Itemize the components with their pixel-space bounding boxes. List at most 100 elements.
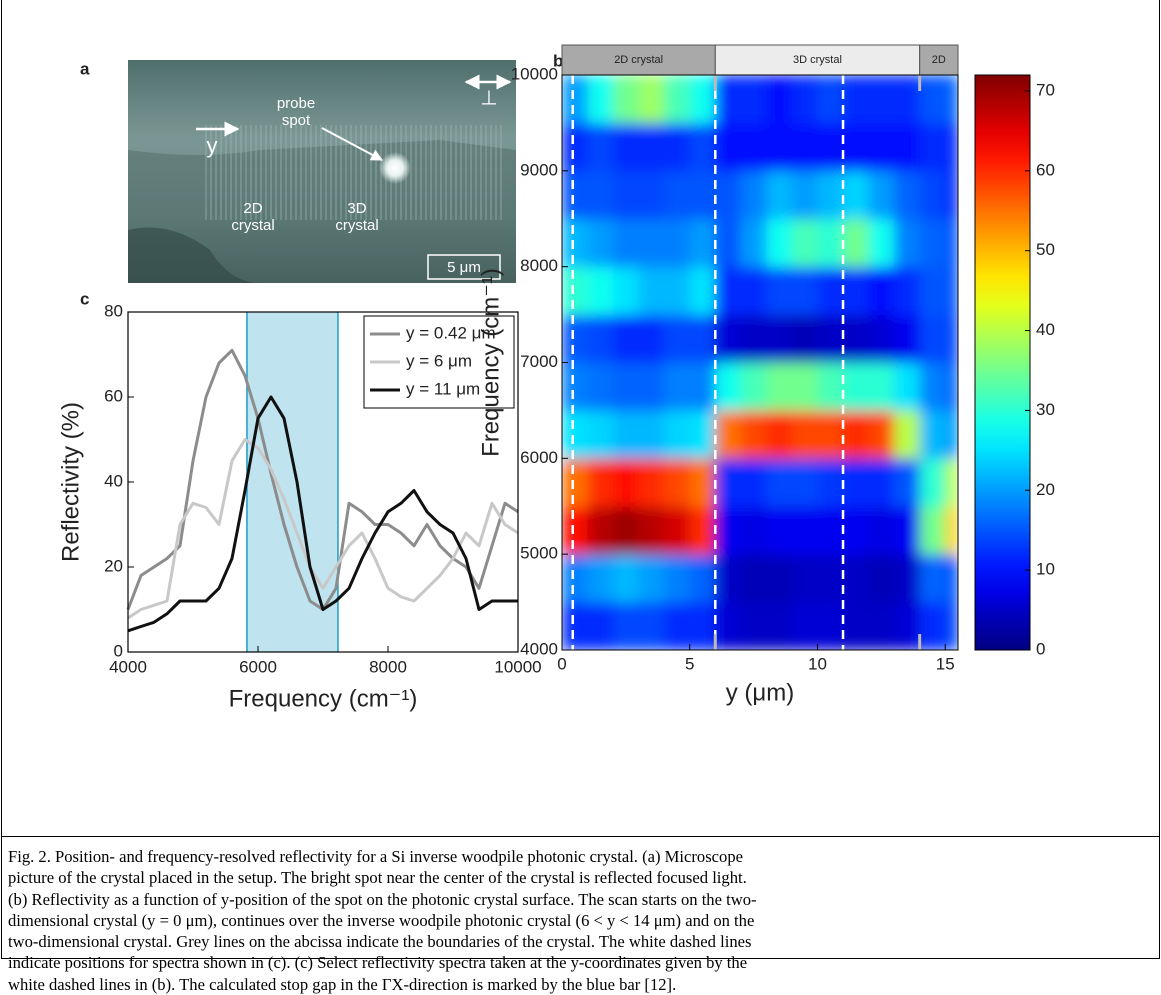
heatmap-cell [562,506,589,555]
heatmap-cell [843,314,870,363]
heatmap-cell [868,602,895,651]
heatmap-cell [638,218,665,268]
heatmap-cell [613,314,640,363]
heatmap-cell [945,266,959,316]
heatmap-cell [613,122,640,172]
heatmap-cell [868,410,895,459]
heatmap-cell [587,75,614,124]
colorbar [974,74,1031,651]
heatmap-cell [689,554,716,603]
region-label: 2D crystal [614,54,663,66]
colorbar-tick-label: 60 [1036,160,1055,179]
x-tick-label: 6000 [239,657,277,676]
heatmap-cell [791,458,818,507]
colorbar-tick-label: 70 [1036,80,1055,99]
heatmap-cell [791,170,818,220]
heatmap-cell [740,75,767,124]
heatmap-cell [715,314,742,363]
heatmap-cell [945,170,959,220]
heatmap-cell [562,218,589,268]
scale-bar-label: 5 μm [447,259,481,276]
figure: a b c probe spot y 2D crystal 3D crystal… [1,0,1160,959]
heatmap-cell [919,266,946,316]
heatmap-cell [791,410,818,459]
heatmap-cell [613,506,640,555]
heatmap-cell [868,218,895,268]
x-tick-label: 15 [936,654,955,673]
heatmap-cell [689,218,716,268]
heatmap-cell [664,410,691,459]
heatmap-cell [868,170,895,220]
polarization-label: ⊥ [480,87,497,109]
x-tick-label: 4000 [109,657,147,676]
heatmap-cell [587,362,614,411]
heatmap-cell [868,75,895,124]
heatmap-cell [587,506,614,555]
series-line [127,438,519,620]
y-tick-label: 80 [104,301,123,320]
heatmap-cell [664,506,691,555]
region-label: 3D crystal [793,54,842,66]
heatmap-cell [740,458,767,507]
y-tick-label: 4000 [520,639,558,658]
image-label: 2D [243,200,262,217]
colorbar-tick-label: 10 [1036,560,1055,579]
heatmap-cell [791,362,818,411]
panel-label: c [80,289,89,308]
y-tick-label: 8000 [520,256,558,275]
heatmap-cell [868,122,895,172]
heatmap-cell [638,554,665,603]
heatmap-cell [766,75,793,124]
heatmap-cell [894,458,921,507]
heatmap-cell [715,362,742,411]
heatmap-cell [791,75,818,124]
heatmap-cell [638,170,665,220]
heatmap-cell [689,122,716,172]
heatmap-cell [562,266,589,316]
heatmap-cell [689,266,716,316]
heatmap-cell [766,266,793,316]
heatmap-cell [843,410,870,459]
heatmap-cell [919,362,946,411]
heatmap-cell [817,554,844,603]
heatmap-cell [817,314,844,363]
y-tick-label: 20 [104,556,123,575]
legend-label: y = 6 μm [406,351,472,370]
heatmap-cell [945,554,959,603]
heatmap-cell [715,122,742,172]
caption-line: picture of the crystal placed in the set… [8,868,747,888]
panel-label: b [553,51,563,70]
heatmap-cell [843,218,870,268]
heatmap-cell [587,602,614,651]
heatmap-cell [638,410,665,459]
heatmap-cell [587,122,614,172]
image-label: y [207,133,218,158]
heatmap-cell [945,362,959,411]
heatmap-cell [613,410,640,459]
heatmap-cell [715,506,742,555]
heatmap-cell [894,314,921,363]
heatmap-cell [562,122,589,172]
heatmap-cell [562,75,589,124]
heatmap-cell [919,554,946,603]
region-box [561,44,716,76]
colorbar-tick-label: 40 [1036,320,1055,339]
heatmap [562,75,959,651]
heatmap-cell [689,458,716,507]
heatmap-cell [664,554,691,603]
heatmap-cell [843,122,870,172]
heatmap-cell [740,554,767,603]
heatmap-cell [664,122,691,172]
x-tick-label: 0 [557,654,566,673]
heatmap-cell [715,218,742,268]
heatmap-cell [843,170,870,220]
heatmap-cell [817,266,844,316]
heatmap-cell [740,602,767,651]
heatmap-cell [740,506,767,555]
heatmap-cell [945,75,959,124]
heatmap-cell [791,122,818,172]
heatmap-cell [613,75,640,124]
caption-line: dimensional crystal (y = 0 μm), continue… [8,910,755,930]
heatmap-cell [766,170,793,220]
